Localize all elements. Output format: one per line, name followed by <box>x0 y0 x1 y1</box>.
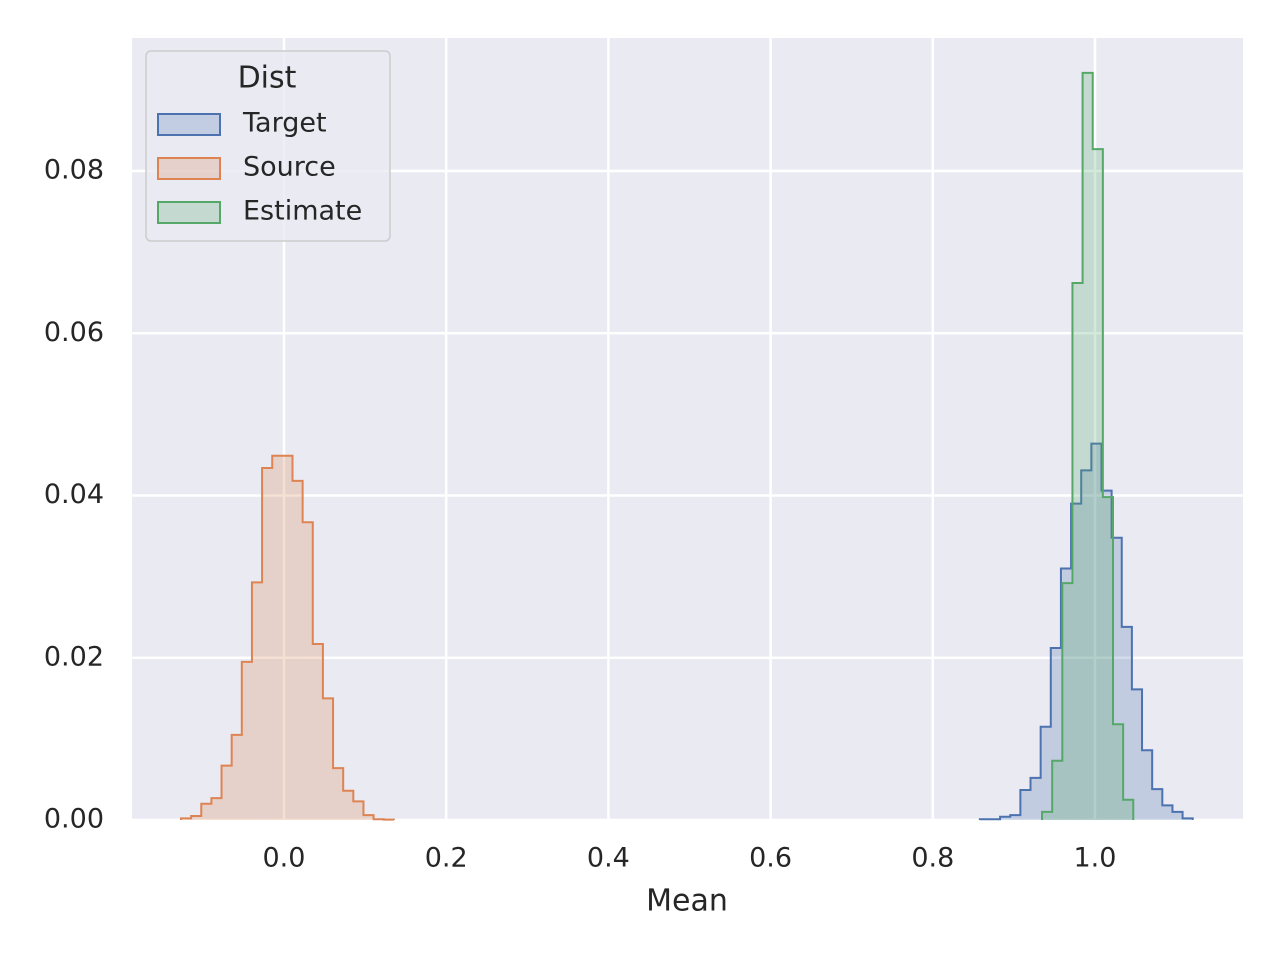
bar <box>1042 811 1053 820</box>
bar <box>231 734 242 820</box>
bar <box>1111 537 1122 820</box>
bar <box>201 803 212 820</box>
y-tick-label: 0.08 <box>44 155 104 186</box>
bar <box>1082 72 1093 821</box>
legend-title: Dist <box>238 61 297 96</box>
bar <box>1152 789 1163 820</box>
bar <box>312 643 323 820</box>
bar <box>1131 689 1143 820</box>
bar <box>1101 490 1112 820</box>
x-tick-label: 0.0 <box>263 843 306 874</box>
step-outline <box>1041 71 1135 820</box>
y-tick-label: 0.06 <box>44 317 104 348</box>
bar <box>322 698 334 820</box>
bar <box>221 765 232 820</box>
bar <box>1102 497 1113 820</box>
legend-label: Estimate <box>243 196 362 227</box>
bar <box>1092 149 1103 820</box>
bar <box>1123 799 1134 820</box>
y-tick-label: 0.02 <box>44 641 104 672</box>
legend-swatch <box>157 201 221 224</box>
bar <box>353 801 364 820</box>
x-tick-label: 0.8 <box>911 843 954 874</box>
bar <box>211 798 222 820</box>
x-tick-label: 1.0 <box>1074 843 1117 874</box>
bar <box>1052 760 1063 820</box>
bar <box>1121 626 1132 820</box>
bar <box>241 661 252 820</box>
legend: Dist Target Source Estimate <box>145 50 391 242</box>
bar <box>292 480 303 820</box>
bar <box>282 455 293 820</box>
legend-swatch <box>157 157 221 180</box>
bar <box>343 790 354 820</box>
bar <box>1162 805 1173 820</box>
x-axis-label: Mean <box>646 884 728 919</box>
bar <box>1091 443 1102 820</box>
x-tick-label: 0.6 <box>749 843 792 874</box>
bar <box>1062 583 1073 820</box>
bar <box>1010 815 1021 820</box>
y-tick-label: 0.00 <box>44 804 104 835</box>
ticks: 0.00 0.02 0.04 0.06 0.08 0.0 0.2 0.4 0.6 0.8 1.0 <box>44 155 1117 874</box>
step-outline <box>978 442 1194 821</box>
bar <box>1030 777 1041 820</box>
bar <box>272 455 283 820</box>
bar <box>1112 724 1124 820</box>
bar <box>363 815 374 820</box>
grid <box>132 38 1243 822</box>
legend-label: Source <box>243 152 336 183</box>
bar <box>1072 282 1083 820</box>
bar <box>1020 789 1031 820</box>
histograms <box>179 71 1194 821</box>
bar <box>191 815 202 820</box>
x-tick-label: 0.2 <box>425 843 468 874</box>
bar <box>1060 568 1072 820</box>
legend-swatch <box>157 113 221 136</box>
histogram-series <box>179 454 395 821</box>
bar <box>1040 726 1051 820</box>
bar <box>251 582 263 820</box>
bar <box>1142 750 1153 820</box>
step-outline <box>179 454 395 821</box>
y-tick-label: 0.04 <box>44 479 104 510</box>
x-tick-label: 0.4 <box>587 843 630 874</box>
bar <box>302 522 313 820</box>
bar <box>1050 648 1061 820</box>
legend-box <box>145 50 391 242</box>
bar <box>333 768 344 820</box>
bar <box>1000 816 1011 820</box>
legend-label: Target <box>242 108 327 139</box>
histogram-series <box>978 442 1194 821</box>
histogram-series <box>1041 71 1135 821</box>
bar <box>262 467 273 820</box>
bar <box>1081 470 1092 820</box>
bar <box>1071 503 1082 820</box>
bar <box>1172 811 1183 820</box>
